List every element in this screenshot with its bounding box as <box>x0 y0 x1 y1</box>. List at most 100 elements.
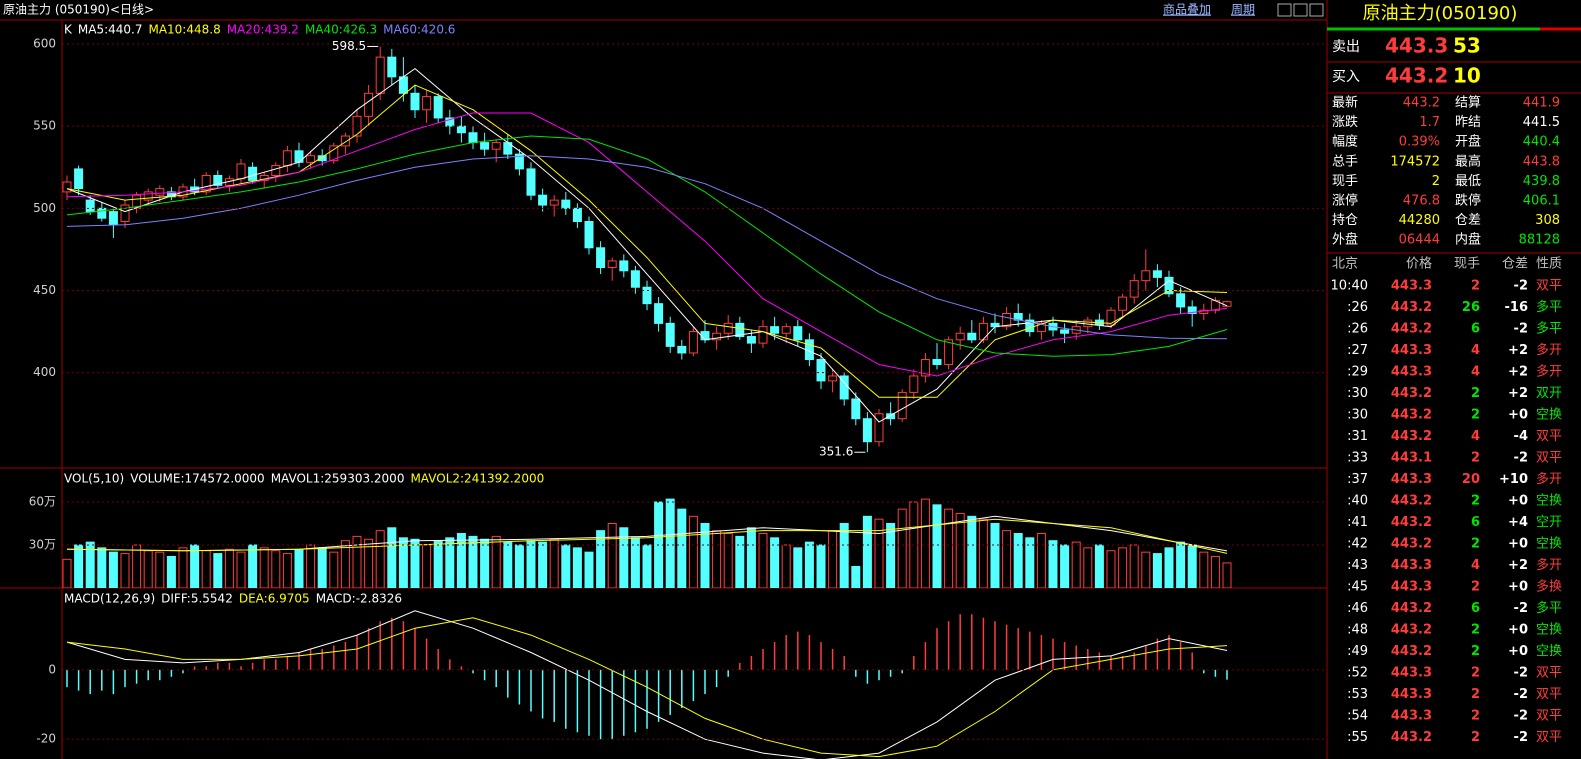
candle-body <box>828 375 838 382</box>
plot-area <box>66 610 1228 759</box>
trade-cell: -2 <box>1514 601 1528 616</box>
trade-cell: 多开 <box>1536 471 1562 487</box>
trade-cell: 双平 <box>1536 279 1562 294</box>
volume-bar <box>340 540 350 588</box>
overlay-link[interactable]: 商品叠加 <box>1163 2 1211 17</box>
trade-cell: :54 <box>1347 709 1368 724</box>
candle-body <box>630 270 640 288</box>
trade-cell: +0 <box>1508 494 1528 509</box>
candle-body <box>596 247 606 269</box>
volume-bar <box>236 551 246 588</box>
trade-cell: :41 <box>1347 515 1368 530</box>
candle-body <box>1141 270 1151 282</box>
order-price: 443.2 <box>1385 64 1448 88</box>
trade-cell: 2 <box>1471 494 1480 509</box>
candle-body <box>1164 276 1174 295</box>
volume-bar <box>514 544 524 588</box>
volume-bar <box>1152 553 1162 588</box>
stat-label: 持仓 <box>1332 213 1358 228</box>
stat-label: 幅度 <box>1332 134 1358 150</box>
candle-body <box>282 150 292 167</box>
stat-value: 174572 <box>1390 154 1440 169</box>
trade-cell: 空换 <box>1536 494 1562 509</box>
volume-bar <box>978 518 988 588</box>
volume-bar <box>862 515 872 588</box>
volume-bar <box>549 538 559 588</box>
y-tick-label: -20 <box>36 732 56 746</box>
order-size: 53 <box>1453 34 1481 58</box>
trade-cell: 443.3 <box>1391 279 1432 294</box>
candle-body <box>538 194 548 206</box>
trade-cell: 443.2 <box>1391 537 1432 552</box>
candle-body <box>1025 319 1035 333</box>
trade-cell: -4 <box>1514 429 1528 444</box>
trade-cell: 2 <box>1471 537 1480 552</box>
trade-cell: :53 <box>1347 687 1368 702</box>
candle-body <box>329 145 339 162</box>
volume-bar <box>955 512 965 588</box>
trade-cell: +0 <box>1508 408 1528 423</box>
trade-cell: 20 <box>1462 472 1480 487</box>
trade-cell: 多平 <box>1536 299 1562 315</box>
window-button[interactable] <box>1277 3 1292 17</box>
volume-bar <box>468 535 478 588</box>
window-button[interactable] <box>1309 3 1324 17</box>
legend-item: MA5:440.7 <box>78 23 143 37</box>
stat-label: 现手 <box>1332 174 1358 189</box>
candle-body <box>468 132 478 144</box>
trade-cell: 443.3 <box>1391 666 1432 681</box>
candle-body <box>735 322 745 338</box>
volume-bar <box>1164 547 1174 588</box>
volume-bar <box>851 565 861 588</box>
volume-bar <box>944 508 954 588</box>
candle-body <box>1106 309 1116 326</box>
stat-label: 最新 <box>1332 95 1358 111</box>
volume-bar <box>584 551 594 588</box>
window-button[interactable] <box>1293 3 1308 17</box>
volume-bar <box>85 541 95 588</box>
trade-cell: +2 <box>1508 386 1528 401</box>
period-link[interactable]: 周期 <box>1231 3 1255 17</box>
plot-area <box>62 46 1232 453</box>
volume-bar <box>282 553 292 588</box>
candle-body <box>340 135 350 147</box>
volume-bar <box>1048 540 1058 588</box>
legend-item: MA60:420.6 <box>383 23 455 37</box>
trade-cell: 443.3 <box>1391 709 1432 724</box>
volume-bar <box>804 541 814 588</box>
stat-value: 440.4 <box>1523 135 1560 150</box>
candle-body <box>572 207 582 222</box>
y-tick-label: 60万 <box>29 494 56 508</box>
volume-bar <box>932 504 942 588</box>
order-size: 10 <box>1453 64 1481 88</box>
trade-cell: 空换 <box>1536 408 1562 423</box>
trade-cell: 多开 <box>1536 557 1562 573</box>
candle-body <box>712 332 722 341</box>
trade-cell: +2 <box>1508 558 1528 573</box>
volume-bar <box>920 498 930 588</box>
candle-body <box>1187 306 1197 315</box>
volume-bar <box>735 535 745 588</box>
volume-bar <box>190 544 200 588</box>
candle-body <box>688 331 698 354</box>
candle-body <box>723 322 733 334</box>
trade-cell: 双平 <box>1536 730 1562 745</box>
volume-bar <box>1094 544 1104 588</box>
volume-bar <box>329 551 339 588</box>
volume-bar <box>828 530 838 588</box>
volume-bar <box>97 547 107 588</box>
trade-cell: 443.2 <box>1391 515 1432 530</box>
volume-bar <box>816 544 826 588</box>
volume-bar <box>712 530 722 588</box>
stat-value: 44280 <box>1399 213 1440 228</box>
candle-body <box>213 174 223 186</box>
stat-label: 涨跌 <box>1332 114 1358 130</box>
trade-cell: +0 <box>1508 580 1528 595</box>
volume-bar <box>201 550 211 588</box>
candle-body <box>677 345 687 354</box>
volume-bar <box>364 538 374 588</box>
volume-bar <box>700 522 710 588</box>
stat-label: 最高 <box>1455 153 1481 169</box>
stat-label: 最低 <box>1455 174 1481 189</box>
